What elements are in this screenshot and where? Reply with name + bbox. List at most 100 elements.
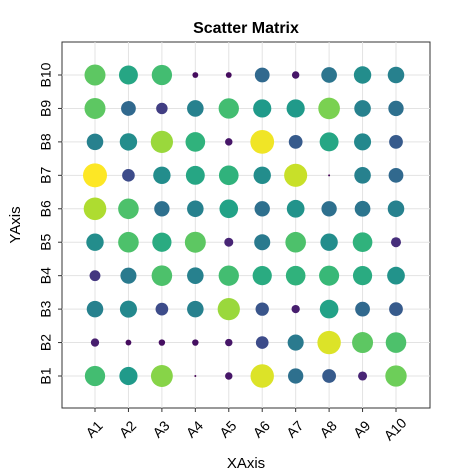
bubble <box>284 163 308 187</box>
x-tick-label: A2 <box>116 417 140 441</box>
bubble <box>389 135 403 149</box>
y-tick-label: B5 <box>38 233 54 250</box>
bubble <box>328 174 331 177</box>
x-axis-label: XAxis <box>227 455 265 472</box>
bubble <box>321 67 337 83</box>
y-tick-label: B10 <box>38 62 54 87</box>
bubble <box>184 231 206 253</box>
bubble <box>318 97 340 120</box>
y-tick-label: B3 <box>38 300 54 317</box>
x-tick-label: A9 <box>350 417 374 441</box>
bubble <box>84 97 106 119</box>
bubble <box>122 169 135 182</box>
bubble <box>322 369 336 383</box>
bubble <box>288 135 303 149</box>
bubble <box>286 199 305 218</box>
bubble <box>390 237 402 248</box>
bubble <box>319 299 339 319</box>
bubble <box>84 365 106 387</box>
bubble <box>255 336 269 349</box>
y-tick-label: B9 <box>38 100 54 117</box>
bubble <box>285 231 306 253</box>
bubble <box>154 201 170 217</box>
bubble <box>320 233 338 251</box>
bubble <box>119 133 138 151</box>
bubble <box>86 133 104 151</box>
bubble <box>118 198 139 220</box>
bubble <box>354 100 371 117</box>
bubble <box>120 267 137 284</box>
bubble <box>254 234 271 251</box>
bubble <box>218 265 239 286</box>
bubble <box>150 130 174 154</box>
bubble <box>86 233 104 251</box>
y-tick-label: B8 <box>38 133 54 150</box>
bubble <box>285 265 306 286</box>
bubble <box>151 265 173 286</box>
bubble <box>84 64 106 86</box>
bubble <box>155 302 169 316</box>
bubble <box>86 300 104 318</box>
bubble <box>253 99 272 118</box>
plot-frame <box>61 41 431 409</box>
x-tick-label: A3 <box>149 417 173 441</box>
bubble <box>255 302 269 316</box>
bubble <box>355 301 370 317</box>
bubble <box>83 197 107 221</box>
bubble <box>385 365 407 387</box>
bubble <box>90 338 100 347</box>
bubble <box>187 100 204 117</box>
bubble <box>287 334 304 351</box>
bubble <box>353 66 372 84</box>
bubble <box>119 366 138 386</box>
bubble <box>152 232 172 252</box>
bubble <box>352 332 374 354</box>
bubble <box>387 66 405 84</box>
bubble <box>153 166 171 185</box>
bubble <box>187 300 204 318</box>
bubble <box>291 304 300 314</box>
bubble <box>185 132 206 152</box>
bubble <box>321 201 337 217</box>
bubble <box>358 371 368 381</box>
bubble <box>125 339 132 346</box>
bubble <box>319 132 339 152</box>
x-tick-label: A10 <box>381 414 410 443</box>
bubble <box>388 167 404 183</box>
bubble <box>218 98 239 119</box>
bubble <box>89 270 101 282</box>
bubble <box>354 133 372 151</box>
x-tick-label: A6 <box>250 417 274 441</box>
bubble <box>291 71 300 79</box>
bubble <box>219 199 239 219</box>
bubble <box>287 368 304 384</box>
x-tick-label: A4 <box>183 417 207 441</box>
y-tick-label: B7 <box>38 167 54 184</box>
bubble <box>352 266 373 286</box>
x-tick-label: A5 <box>216 417 240 441</box>
bubble <box>225 72 232 78</box>
bubble <box>83 163 107 188</box>
bubble <box>118 65 138 85</box>
bubble <box>225 338 233 347</box>
bubble <box>150 365 173 387</box>
bubble <box>121 101 136 116</box>
bubble <box>151 64 173 86</box>
x-tick-label: A8 <box>316 417 340 441</box>
x-tick-label: A1 <box>82 417 106 441</box>
x-tick-label: A7 <box>283 417 307 441</box>
bubble <box>194 375 197 377</box>
bubble <box>250 364 274 388</box>
bubble <box>354 200 371 217</box>
bubble <box>387 266 405 285</box>
bubble <box>187 200 204 218</box>
bubble <box>250 130 275 154</box>
chart-title: Scatter Matrix <box>193 20 299 37</box>
bubble <box>192 72 199 78</box>
y-tick-label: B4 <box>38 267 54 284</box>
bubble <box>387 200 405 218</box>
bubble <box>253 166 271 185</box>
bubble <box>225 138 233 146</box>
bubble <box>319 265 340 286</box>
